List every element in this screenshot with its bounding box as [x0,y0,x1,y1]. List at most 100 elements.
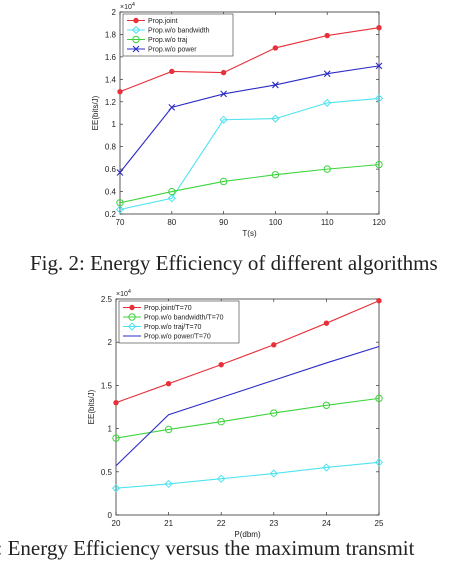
chart2-x-tick-label: 24 [322,519,331,528]
chart1-exponent-label: ×104 [120,2,135,11]
chart1-data-point [220,90,227,98]
chart2-legend-label: Prop.w/o traj/T=70 [144,324,201,331]
chart1-legend-marker [132,35,140,44]
chart2-data-point [374,458,384,467]
chart2-data-point [322,401,331,409]
chart1-data-point [115,205,125,214]
chart1-series-line-0 [119,27,380,93]
chart2-y-tick-label: 1 [108,425,113,434]
chart2-exponent-label: ×104 [116,289,131,298]
chart1-y-tick-label: 0.6 [105,165,117,174]
chart1-data-point [375,62,383,70]
chart2-x-tick-label: 20 [112,519,121,528]
chart2-y-tick-label: 2 [108,338,113,347]
chart1-y-tick-label: 1.4 [105,75,117,84]
chart1-data-point [272,81,279,89]
chart1-x-tick-label: 110 [321,218,334,227]
chart1-legend-marker [133,17,139,24]
chart2-x-tick-label: 25 [375,519,384,528]
chart2-data-point [113,399,119,406]
chart1-y-tick-label: 0.4 [105,188,117,197]
chart1-data-point [219,177,228,186]
chart1-data-point [323,165,331,173]
chart1-series-line-3 [119,65,380,173]
chart1-x-tick-label: 120 [372,218,386,227]
chart2-legend-label: Prop.w/o power/T=70 [144,334,211,341]
chart1-data-point [167,194,176,203]
chart1-data-point [168,103,176,111]
chart1-data-point [323,98,332,108]
chart1-y-tick-label: 0.2 [105,210,117,219]
chart1-x-tick-label: 100 [269,218,283,227]
chart2-data-point [270,409,278,417]
chart1-data-point [272,45,279,51]
chart2-data-point [271,342,277,348]
chart2-data-point [112,434,120,442]
chart2-legend-marker [127,322,137,331]
chart2-y-tick-label: 1.5 [101,381,113,390]
chart1-legend-marker [132,45,140,53]
chart2-series-line-3 [115,345,380,467]
chart2-legend-marker [129,304,135,311]
chart2-data-point [218,361,224,368]
chart2-y-tick-label: 0 [108,511,113,520]
chart1-y-tick-label: 2 [112,8,117,17]
chart2-legend-label: Prop.joint/T=70 [144,305,192,312]
chart1-y-tick-label: 1.6 [105,53,117,62]
chart1-x-tick-label: 90 [219,218,228,227]
chart2-series-line-2 [115,461,380,489]
chart2-series-line-1 [115,397,380,439]
chart1: 70 80 90 100 110 120 0.2 0.4 0.6 0.8 1 1.2 1.4 1.6 1.8… [91,2,386,238]
chart1-data-point [116,199,124,207]
chart2-x-tick-label: 23 [269,519,278,528]
chart2: 20 21 22 23 24 25 0 0.5 1 1.5 2 2.5×104 P(dbm) EE(bit… [87,289,384,539]
chart2-data-point [165,380,172,387]
chart1-data-point [219,115,228,124]
chart1-legend-label: Prop.joint [148,18,178,25]
chart1-data-point [323,70,331,78]
chart2-y-tick-label: 0.5 [101,468,113,477]
chart1-y-tick-label: 0.8 [105,143,117,152]
chart2-data-point [164,479,173,489]
chart1-y-tick-label: 1.2 [105,98,117,107]
chart2-x-axis-label: P(dbm) [234,530,261,539]
figure-2-caption: Fig. 2: Energy Efficiency of different a… [30,251,438,275]
chart2-data-point [323,320,330,326]
chart1-data-point [271,171,280,179]
chart2-data-point [376,298,382,304]
figure-3-caption: 3: Energy Efficiency versus the maximum … [0,536,415,560]
chart2-data-point [217,417,225,426]
chart1-data-point [324,32,330,39]
chart1-data-point [168,187,176,196]
chart1-data-point [116,169,124,176]
chart2-y-axis-label: EE(bits/J) [87,389,96,424]
chart1-y-tick-label: 1.8 [105,30,117,39]
chart2-legend-marker [128,313,136,321]
chart1-series-line-1 [119,97,380,211]
chart2-data-point [375,394,383,403]
chart2-data-point [164,425,173,434]
chart1-y-tick-label: 1 [112,120,117,129]
chart1-legend-label: Prop.w/o power [148,47,197,54]
chart2-x-tick-label: 21 [164,519,173,528]
chart2-y-tick-label: 2.5 [101,295,113,304]
chart1-legend-label: Prop.w/o traj [148,37,188,44]
chart1-data-point [271,114,280,123]
chart1-x-tick-label: 70 [116,218,125,227]
chart1-data-point [220,69,227,76]
chart2-data-point [269,469,278,478]
chart1-data-point [117,88,123,95]
chart1-x-axis-label: T(s) [242,229,257,238]
chart1-x-tick-label: 80 [167,218,176,227]
chart2-data-point [217,474,226,483]
chart1-data-point [374,94,384,103]
chart2-legend-label: Prop.w/o bandwidth/T=70 [144,315,224,322]
chart2-data-point [322,463,331,472]
chart2-data-point [111,484,121,493]
chart2-series-line-0 [115,300,380,404]
chart1-data-point [376,25,382,31]
chart2-x-tick-label: 22 [217,519,226,528]
chart1-legend-marker [131,25,141,35]
chart1-data-point [169,68,175,75]
